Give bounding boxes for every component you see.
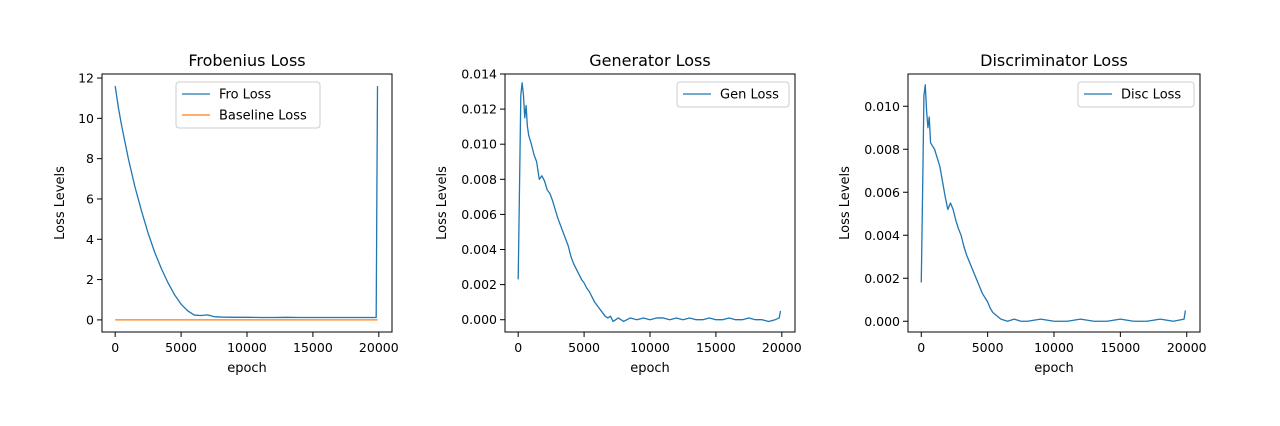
x-tick-label: 5000	[568, 340, 600, 355]
x-tick-label: 20000	[762, 340, 802, 355]
y-tick-label: 10	[78, 111, 94, 126]
chart-panel-2: Generator Loss 0 5000 10000 15000 20000 0.000 0…	[435, 51, 802, 376]
y-axis-label: Loss Levels	[435, 166, 450, 240]
axes-frame	[907, 73, 1201, 333]
legend-entry: Disc Loss	[1121, 88, 1181, 103]
legend: Gen Loss	[676, 81, 790, 108]
y-tick-label: 0.014	[461, 67, 497, 82]
y-tick-label: 0.010	[461, 137, 497, 152]
y-tick-label: 0.006	[864, 185, 900, 200]
legend-entry: Fro Loss	[219, 88, 271, 103]
y-tick-label: 0.002	[864, 271, 900, 286]
series-line-1	[920, 84, 1187, 322]
series-line-1	[114, 85, 379, 319]
legend-box	[676, 81, 790, 108]
y-tick-label: 8	[86, 151, 94, 166]
y-tick-label: 0	[86, 312, 94, 327]
y-tick-label: 0.008	[461, 172, 497, 187]
chart-panel-1: Frobenius Loss 0 5000 10000 15000 20000 0 2 4 6 8 1…	[53, 51, 399, 376]
x-tick-label: 10000	[227, 340, 267, 355]
legend-box	[1077, 81, 1195, 108]
legend: Fro Loss Baseline Loss	[175, 81, 321, 129]
x-tick-label: 5000	[165, 340, 197, 355]
x-tick-label: 10000	[1034, 340, 1074, 355]
axes-frame	[504, 73, 796, 333]
x-axis-label: epoch	[1034, 361, 1074, 376]
y-tick-label: 0.010	[864, 99, 900, 114]
legend-entry: Gen Loss	[720, 88, 779, 103]
y-tick-label: 0.002	[461, 277, 497, 292]
legend-box	[175, 81, 321, 129]
y-tick-label: 0.000	[461, 312, 497, 327]
y-tick-label: 2	[86, 272, 94, 287]
chart-title: Generator Loss	[589, 51, 710, 70]
y-tick-label: 4	[86, 232, 94, 247]
y-tick-label: 0.004	[461, 242, 497, 257]
y-tick-label: 6	[86, 191, 94, 206]
y-tick-label: 0.004	[864, 228, 900, 243]
x-tick-label: 5000	[972, 340, 1004, 355]
chart-title: Discriminator Loss	[980, 51, 1128, 70]
x-axis-label: epoch	[227, 361, 267, 376]
x-tick-label: 10000	[630, 340, 670, 355]
series-line-1	[517, 82, 782, 323]
y-tick-label: 0.012	[461, 102, 497, 117]
x-tick-label: 0	[514, 340, 522, 355]
chart-title: Frobenius Loss	[188, 51, 305, 70]
legend: Disc Loss	[1077, 81, 1195, 108]
y-tick-label: 0.006	[461, 207, 497, 222]
legend-entry: Baseline Loss	[219, 109, 307, 124]
x-tick-label: 15000	[696, 340, 736, 355]
y-axis-label: Loss Levels	[53, 166, 68, 240]
x-tick-label: 15000	[1100, 340, 1140, 355]
y-tick-label: 0.000	[864, 314, 900, 329]
x-tick-label: 0	[111, 340, 119, 355]
chart-panel-3: Discriminator Loss 0 5000 10000 15000 20000 0.…	[838, 51, 1207, 376]
y-tick-label: 12	[78, 71, 94, 86]
y-axis-label: Loss Levels	[838, 166, 853, 240]
x-tick-label: 15000	[293, 340, 333, 355]
x-tick-label: 0	[917, 340, 925, 355]
x-axis-label: epoch	[630, 361, 670, 376]
x-tick-label: 20000	[359, 340, 399, 355]
plots: Frobenius Loss 0 5000 10000 15000 20000 0 2 4 6 8 1…	[53, 51, 1207, 376]
y-tick-label: 0.008	[864, 142, 900, 157]
x-tick-label: 20000	[1167, 340, 1207, 355]
